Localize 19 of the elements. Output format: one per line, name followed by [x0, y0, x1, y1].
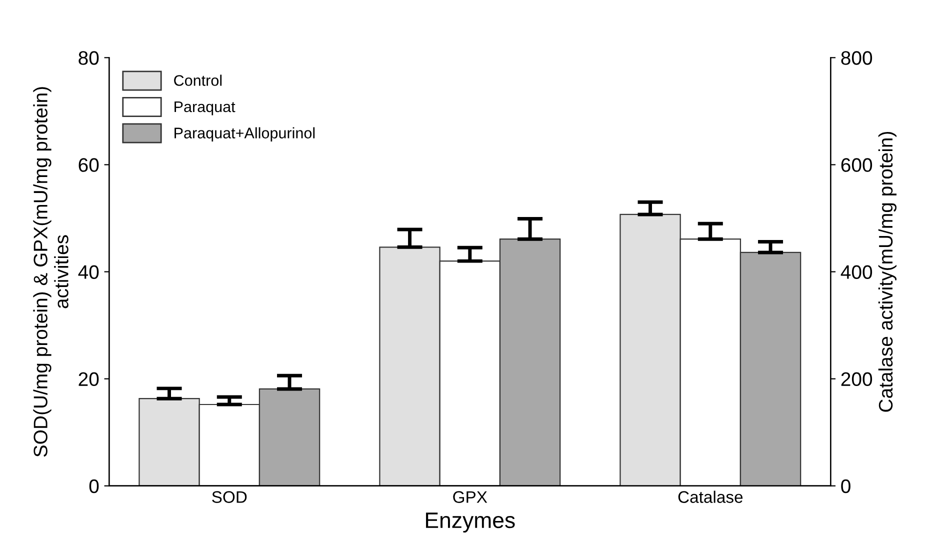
x-axis-title: Enzymes	[426, 512, 515, 533]
y2-tick-label: 800	[841, 51, 872, 65]
y2-tick-label: 0	[841, 479, 850, 494]
y-tick-label: 0	[89, 479, 99, 494]
x-tick-label: SOD	[212, 491, 247, 503]
y2-tick-label: 200	[841, 372, 872, 386]
y2-axis-title: Catalase activity(mU/mg protein)	[878, 132, 896, 412]
legend-label: Control	[174, 74, 222, 86]
y2-tick-label: 600	[841, 158, 872, 172]
y-tick-label: 40	[78, 265, 99, 279]
legend-label: Paraquat+Allopurinol	[174, 127, 315, 142]
y-axis-title: SOD(U/mg protein) & GPX(mU/mg protein) activities	[33, 87, 68, 457]
x-tick-label: Catalase	[678, 490, 743, 503]
y-tick-label: 60	[78, 158, 99, 172]
legend-label: Paraquat	[174, 102, 236, 116]
y-tick-label: 20	[78, 372, 99, 386]
y-tick-label: 80	[78, 51, 99, 65]
y2-tick-label: 400	[840, 265, 872, 279]
x-tick-label: GPX	[453, 491, 488, 503]
